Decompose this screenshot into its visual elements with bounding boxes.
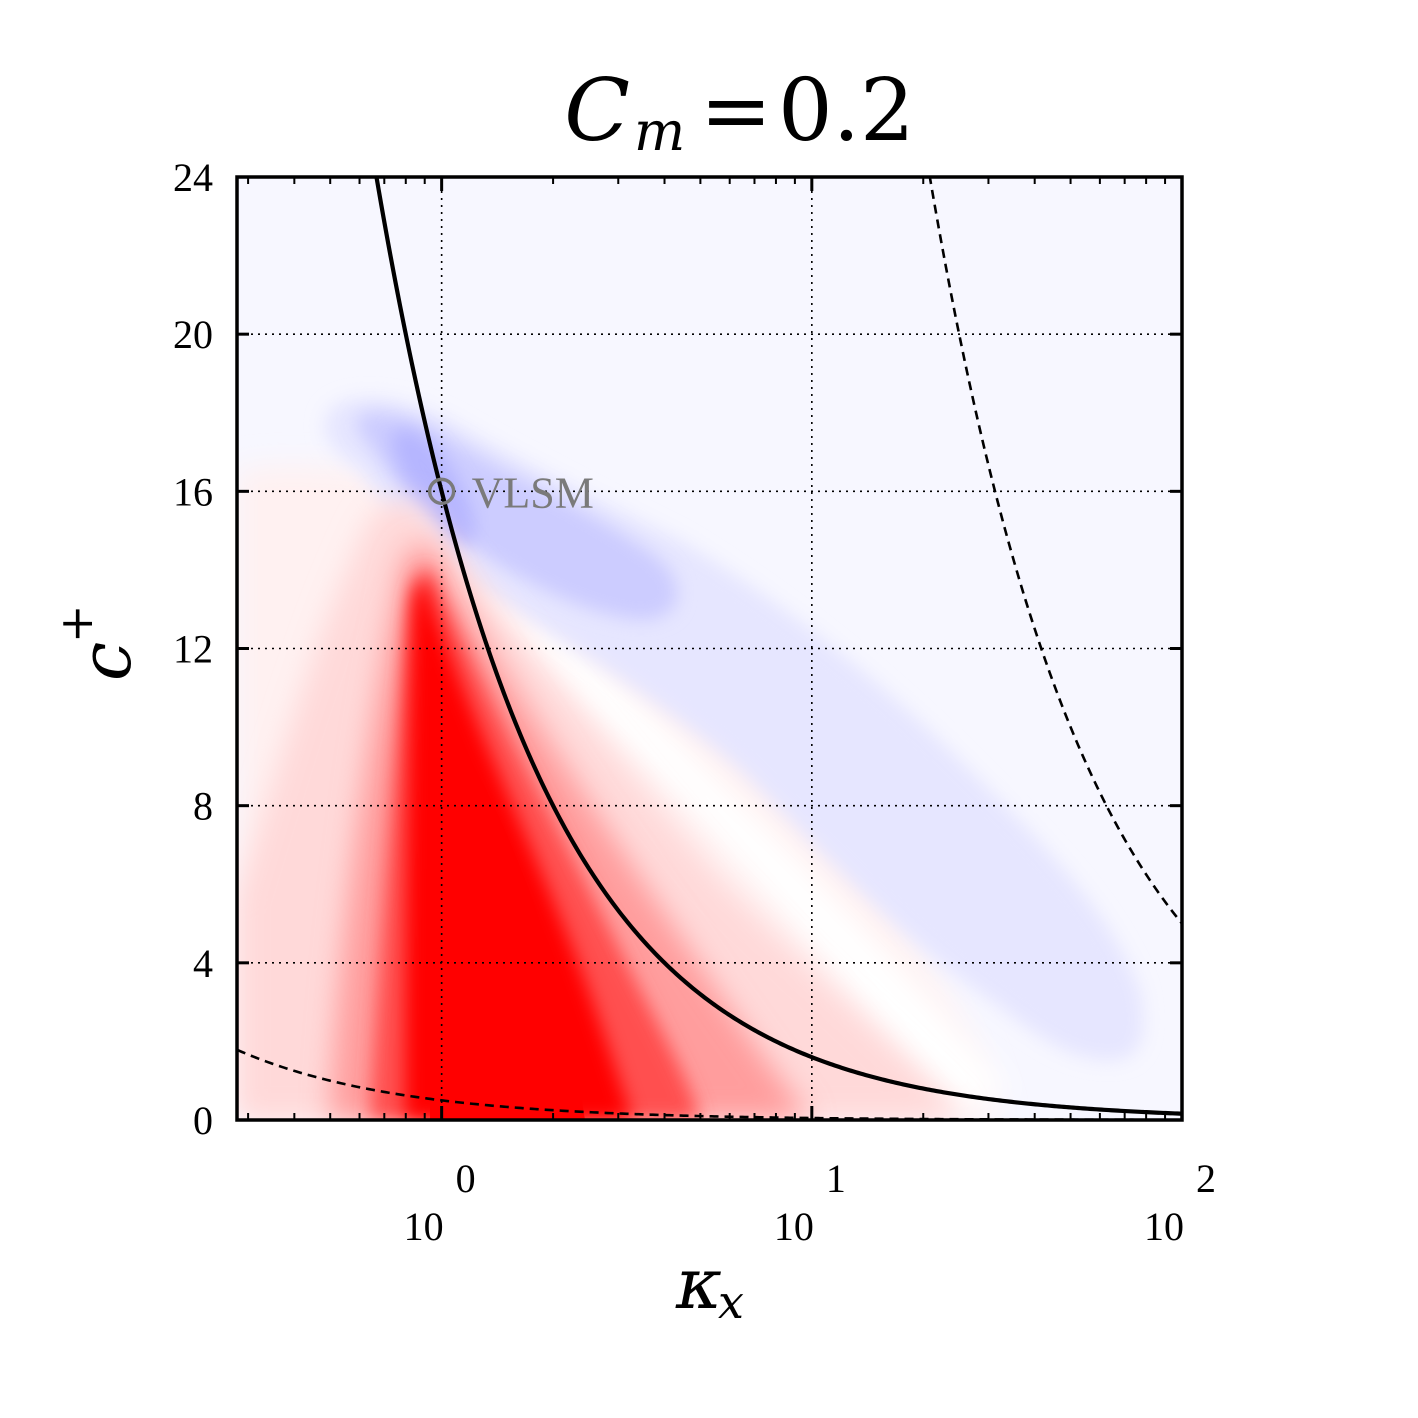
- vlsm-marker-circle: [427, 477, 456, 506]
- y-tick-labels: 0 4 8 12 16 20 24: [173, 155, 213, 1143]
- x-tick-label-base: 10: [404, 1204, 444, 1249]
- x-tick-labels: 10 0 10 1 10 2: [404, 1156, 1216, 1249]
- title-value: 0.2: [778, 61, 915, 161]
- y-tick-label: 20: [173, 312, 213, 357]
- x-tick-label: 10 1: [774, 1156, 846, 1249]
- x-tick-label: 10 2: [1144, 1156, 1216, 1249]
- title-symbol: C: [564, 61, 630, 161]
- plot-area: VLSM: [237, 177, 1182, 1120]
- x-tick-label-exponent: 2: [1196, 1156, 1216, 1201]
- y-tick-label: 12: [173, 627, 213, 672]
- tick-marks: [237, 175, 1184, 1122]
- x-tick-label: 10 0: [404, 1156, 476, 1249]
- curve-dashed: [928, 177, 1182, 925]
- title-equals: =: [700, 61, 772, 161]
- x-tick-label-base: 10: [1144, 1204, 1184, 1249]
- y-axis-label-symbol: c: [65, 642, 147, 681]
- vlsm-label: VLSM: [472, 468, 594, 517]
- y-axis-label: c +: [49, 604, 147, 681]
- y-tick-label: 16: [173, 469, 213, 514]
- curves-layer: [237, 177, 1182, 1120]
- y-tick-label: 4: [193, 941, 213, 986]
- x-axis-label-subscript: x: [718, 1275, 744, 1329]
- x-tick-label-base: 10: [774, 1204, 814, 1249]
- x-axis-label-symbol: κ: [675, 1243, 722, 1325]
- y-tick-label: 24: [173, 155, 213, 200]
- vlsm-annotation: VLSM: [427, 468, 594, 517]
- y-tick-label: 8: [193, 784, 213, 829]
- y-tick-label: 0: [193, 1098, 213, 1143]
- x-axis-label: κ x: [675, 1243, 744, 1329]
- chart-title: C m = 0.2: [564, 61, 915, 163]
- x-tick-label-exponent: 0: [456, 1156, 476, 1201]
- curve-solid: [374, 177, 1182, 1116]
- grid-lines: [237, 177, 1182, 1120]
- heatmap-field: [237, 397, 1144, 1120]
- y-axis-label-superscript: +: [49, 604, 103, 643]
- x-tick-label-exponent: 1: [826, 1156, 846, 1201]
- title-subscript: m: [634, 100, 685, 163]
